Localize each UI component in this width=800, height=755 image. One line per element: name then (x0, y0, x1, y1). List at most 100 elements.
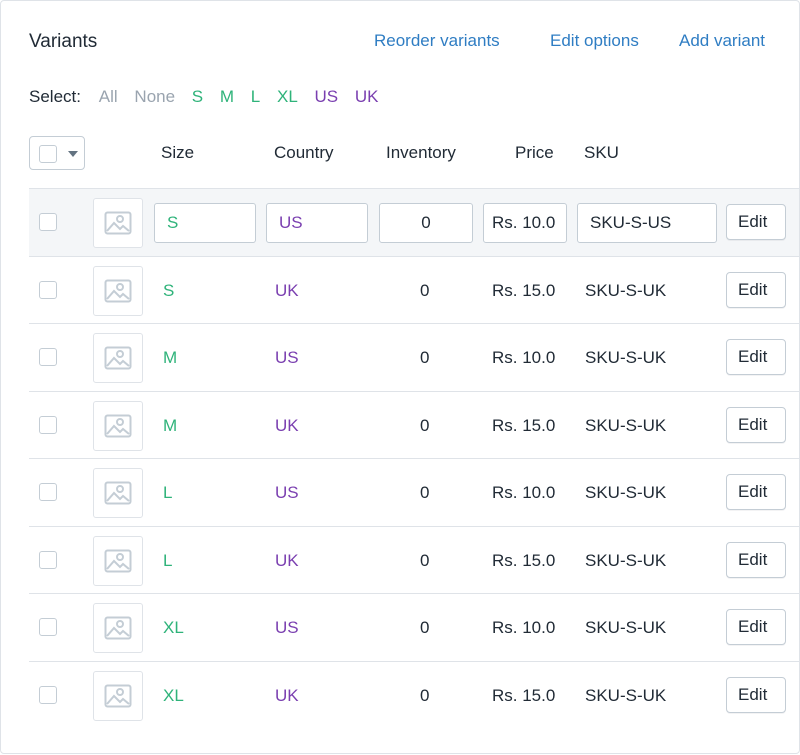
sku-cell: SKU-S-UK (585, 483, 667, 502)
size-cell: XL (163, 686, 184, 705)
row-checkbox[interactable] (39, 416, 57, 434)
reorder-variants-link[interactable]: Reorder variants (374, 31, 500, 50)
table-row: XL UK 0 Rs. 15.0 SKU-S-UK Edit (29, 661, 799, 729)
select-country-uk-link[interactable]: UK (354, 87, 379, 106)
table-row: L UK 0 Rs. 15.0 SKU-S-UK Edit (29, 526, 799, 594)
size-cell: M (163, 348, 178, 367)
image-placeholder-icon (104, 279, 132, 303)
price-input[interactable]: Rs. 10.0 (483, 203, 567, 243)
country-input[interactable]: US (266, 203, 368, 243)
edit-options-link[interactable]: Edit options (550, 31, 639, 50)
country-cell: US (275, 348, 299, 367)
bulk-select-dropdown[interactable] (29, 136, 85, 170)
column-header-price: Price (515, 143, 554, 162)
select-size-s-link[interactable]: S (191, 87, 204, 106)
variant-image-placeholder[interactable] (93, 603, 143, 653)
image-placeholder-icon (104, 684, 132, 708)
table-row: S UK 0 Rs. 15.0 SKU-S-UK Edit (29, 256, 799, 324)
sku-cell: SKU-S-UK (585, 618, 667, 637)
price-cell: Rs. 15.0 (492, 281, 556, 300)
edit-variant-button[interactable]: Edit (726, 542, 786, 578)
country-cell: UK (275, 281, 299, 300)
sku-cell: SKU-S-UK (585, 281, 667, 300)
image-placeholder-icon (104, 549, 132, 573)
column-header-sku: SKU (584, 143, 619, 162)
row-checkbox[interactable] (39, 618, 57, 636)
price-cell: Rs. 10.0 (492, 483, 556, 502)
sku-cell: SKU-S-UK (585, 551, 667, 570)
price-cell: Rs. 15.0 (492, 416, 556, 435)
table-row: M UK 0 Rs. 15.0 SKU-S-UK Edit (29, 391, 799, 459)
select-label: Select: (29, 87, 81, 106)
country-cell: UK (275, 416, 299, 435)
row-checkbox[interactable] (39, 686, 57, 704)
inventory-cell: 0 (420, 618, 430, 637)
row-checkbox[interactable] (39, 483, 57, 501)
table-row: M US 0 Rs. 10.0 SKU-S-UK Edit (29, 323, 799, 391)
variant-image-placeholder[interactable] (93, 266, 143, 316)
sku-cell: SKU-S-UK (585, 416, 667, 435)
select-size-m-link[interactable]: M (219, 87, 235, 106)
country-cell: UK (275, 686, 299, 705)
image-placeholder-icon (104, 211, 132, 235)
edit-variant-button[interactable]: Edit (726, 407, 786, 443)
country-cell: UK (275, 551, 299, 570)
country-cell: US (275, 483, 299, 502)
select-none-link[interactable]: None (134, 87, 176, 106)
inventory-cell: 0 (420, 686, 430, 705)
image-placeholder-icon (104, 481, 132, 505)
edit-variant-button[interactable]: Edit (726, 609, 786, 645)
variant-image-placeholder[interactable] (93, 671, 143, 721)
inventory-cell: 0 (420, 551, 430, 570)
column-header-country: Country (274, 143, 334, 162)
column-header-inventory: Inventory (386, 143, 456, 162)
bulk-select-checkbox[interactable] (39, 145, 57, 163)
table-header: Size Country Inventory Price SKU (1, 1, 799, 170)
variant-image-placeholder[interactable] (93, 401, 143, 451)
row-checkbox[interactable] (39, 348, 57, 366)
size-input[interactable]: S (154, 203, 256, 243)
edit-variant-button[interactable]: Edit (726, 204, 786, 240)
country-cell: US (275, 618, 299, 637)
row-checkbox[interactable] (39, 281, 57, 299)
row-checkbox[interactable] (39, 213, 57, 231)
edit-variant-button[interactable]: Edit (726, 677, 786, 713)
sku-cell: SKU-S-UK (585, 348, 667, 367)
select-country-us-link[interactable]: US (314, 87, 339, 106)
caret-down-icon[interactable] (68, 151, 78, 157)
edit-variant-button[interactable]: Edit (726, 474, 786, 510)
table-row: XL US 0 Rs. 10.0 SKU-S-UK Edit (29, 593, 799, 661)
select-size-l-link[interactable]: L (250, 87, 261, 106)
size-cell: M (163, 416, 178, 435)
add-variant-link[interactable]: Add variant (679, 31, 765, 50)
inventory-cell: 0 (420, 281, 430, 300)
price-cell: Rs. 15.0 (492, 551, 556, 570)
price-cell: Rs. 10.0 (492, 618, 556, 637)
variant-image-placeholder[interactable] (93, 333, 143, 383)
inventory-input[interactable]: 0 (379, 203, 473, 243)
select-all-link[interactable]: All (98, 87, 118, 106)
size-cell: XL (163, 618, 184, 637)
select-filter-row: Select: All None S M L XL US UK (29, 87, 391, 107)
table-row: S US 0 Rs. 10.0 SKU-S-US Edit (29, 188, 799, 256)
image-placeholder-icon (104, 346, 132, 370)
edit-variant-button[interactable]: Edit (726, 272, 786, 308)
sku-cell: SKU-S-UK (585, 686, 667, 705)
inventory-cell: 0 (420, 416, 430, 435)
card-title: Variants (29, 31, 98, 52)
variant-image-placeholder[interactable] (93, 536, 143, 586)
select-size-xl-link[interactable]: XL (276, 87, 298, 106)
card-header: Variants Reorder variants Edit options A… (1, 1, 799, 81)
edit-variant-button[interactable]: Edit (726, 339, 786, 375)
image-placeholder-icon (104, 414, 132, 438)
row-checkbox[interactable] (39, 551, 57, 569)
inventory-cell: 0 (420, 348, 430, 367)
variant-image-placeholder[interactable] (93, 198, 143, 248)
table-row: L US 0 Rs. 10.0 SKU-S-UK Edit (29, 458, 799, 526)
price-cell: Rs. 15.0 (492, 686, 556, 705)
price-cell: Rs. 10.0 (492, 348, 556, 367)
variant-image-placeholder[interactable] (93, 468, 143, 518)
sku-input[interactable]: SKU-S-US (577, 203, 717, 243)
size-cell: L (163, 483, 173, 502)
